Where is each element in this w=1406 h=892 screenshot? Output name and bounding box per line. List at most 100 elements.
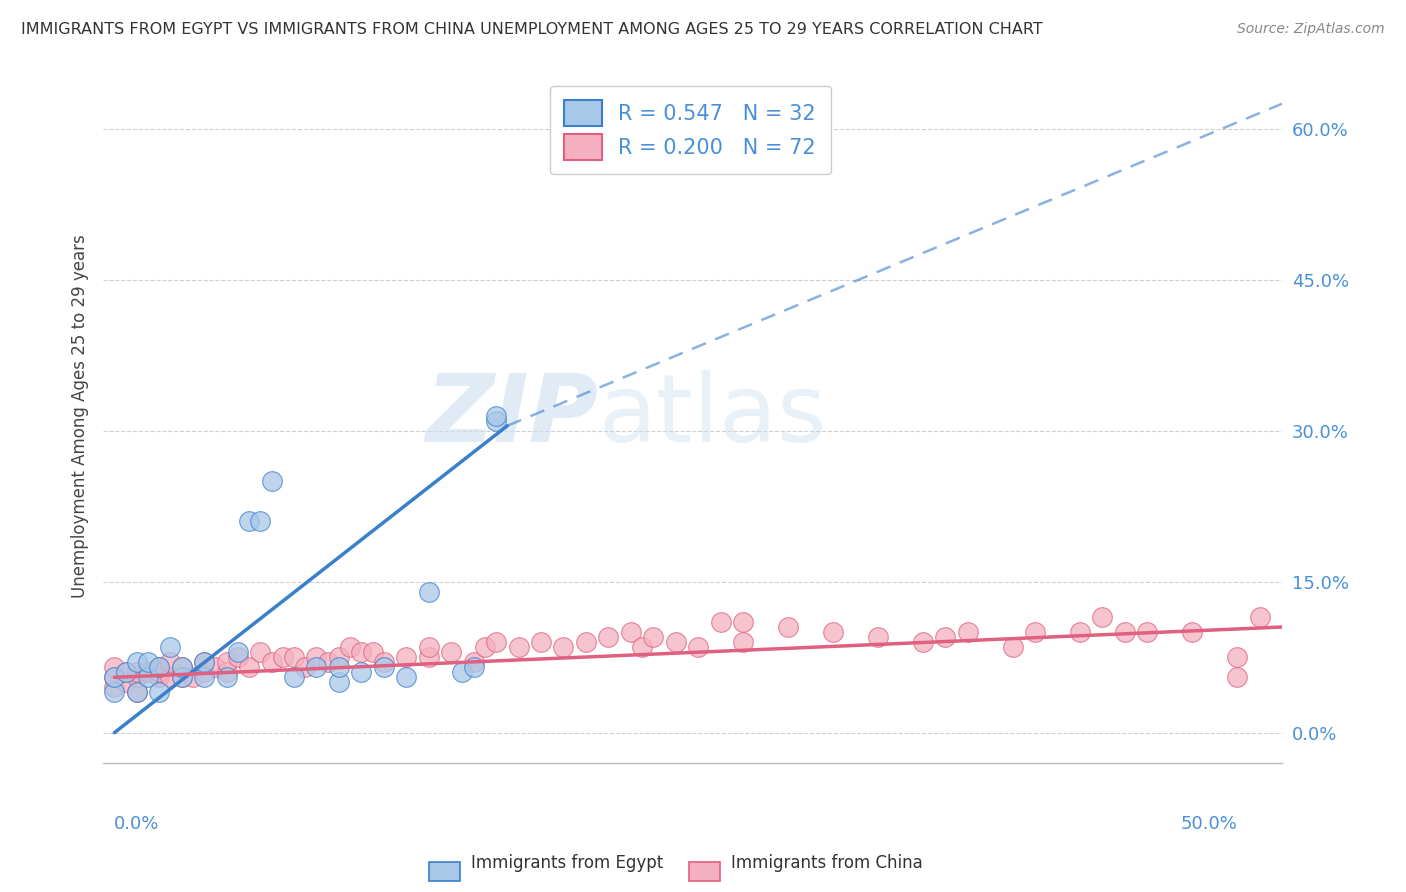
Point — [395, 650, 418, 665]
Point — [125, 670, 148, 684]
Point — [451, 665, 474, 680]
Point — [350, 645, 373, 659]
Point — [733, 635, 755, 649]
Point — [238, 660, 260, 674]
Point — [226, 645, 249, 659]
Point — [598, 132, 620, 146]
Text: IMMIGRANTS FROM EGYPT VS IMMIGRANTS FROM CHINA UNEMPLOYMENT AMONG AGES 25 TO 29 : IMMIGRANTS FROM EGYPT VS IMMIGRANTS FROM… — [21, 22, 1043, 37]
Point — [136, 670, 159, 684]
Point — [463, 655, 485, 669]
Point — [339, 640, 361, 655]
Point — [373, 660, 395, 674]
Point — [776, 620, 799, 634]
Point — [631, 640, 654, 655]
Point — [821, 625, 844, 640]
Point — [283, 670, 305, 684]
Point — [643, 630, 665, 644]
Text: 50.0%: 50.0% — [1180, 815, 1237, 833]
Point — [125, 685, 148, 699]
Point — [1001, 640, 1024, 655]
Point — [260, 474, 283, 488]
Text: Immigrants from Egypt: Immigrants from Egypt — [471, 855, 664, 872]
Point — [418, 640, 440, 655]
Point — [1136, 625, 1159, 640]
Point — [733, 615, 755, 629]
Point — [249, 645, 271, 659]
Legend: R = 0.547   N = 32, R = 0.200   N = 72: R = 0.547 N = 32, R = 0.200 N = 72 — [550, 86, 831, 174]
Point — [1181, 625, 1204, 640]
Point — [170, 670, 193, 684]
Point — [1226, 650, 1249, 665]
Text: 0.0%: 0.0% — [114, 815, 160, 833]
Point — [193, 655, 215, 669]
Point — [148, 665, 170, 680]
Point — [361, 645, 384, 659]
Point — [553, 640, 575, 655]
Point — [710, 615, 733, 629]
Text: atlas: atlas — [598, 369, 827, 462]
Point — [170, 660, 193, 674]
Point — [305, 650, 328, 665]
Point — [271, 650, 294, 665]
Point — [485, 409, 508, 423]
Point — [215, 670, 238, 684]
Point — [249, 514, 271, 528]
Point — [114, 675, 136, 690]
Point — [148, 660, 170, 674]
Point — [215, 665, 238, 680]
Point — [485, 414, 508, 428]
Point — [136, 655, 159, 669]
Point — [485, 635, 508, 649]
Point — [1069, 625, 1091, 640]
Point — [530, 635, 553, 649]
Point — [440, 645, 463, 659]
Point — [1091, 610, 1114, 624]
Point — [226, 650, 249, 665]
Point — [148, 685, 170, 699]
Point — [350, 665, 373, 680]
Text: ZIP: ZIP — [426, 369, 598, 462]
Point — [193, 670, 215, 684]
Point — [866, 630, 889, 644]
Point — [159, 670, 181, 684]
Point — [125, 665, 148, 680]
Point — [125, 685, 148, 699]
Point — [148, 660, 170, 674]
Point — [665, 635, 688, 649]
Point — [328, 660, 350, 674]
Point — [103, 670, 125, 684]
Point — [328, 650, 350, 665]
Point — [418, 650, 440, 665]
Point — [103, 685, 125, 699]
Point — [508, 640, 530, 655]
Point — [103, 660, 125, 674]
Point — [283, 650, 305, 665]
Point — [238, 514, 260, 528]
Point — [575, 635, 598, 649]
Point — [103, 670, 125, 684]
Point — [260, 655, 283, 669]
Point — [1249, 610, 1271, 624]
Point — [114, 665, 136, 680]
Point — [114, 665, 136, 680]
Point — [193, 655, 215, 669]
Point — [373, 655, 395, 669]
Point — [395, 670, 418, 684]
Y-axis label: Unemployment Among Ages 25 to 29 years: Unemployment Among Ages 25 to 29 years — [72, 234, 89, 598]
Point — [688, 640, 710, 655]
Point — [328, 675, 350, 690]
Point — [103, 681, 125, 695]
Point — [305, 660, 328, 674]
Point — [934, 630, 956, 644]
Point — [463, 660, 485, 674]
Point — [170, 660, 193, 674]
Point — [474, 640, 496, 655]
Point — [598, 630, 620, 644]
Point — [956, 625, 979, 640]
Point — [159, 640, 181, 655]
Point — [316, 655, 339, 669]
Text: Immigrants from China: Immigrants from China — [731, 855, 922, 872]
Text: Source: ZipAtlas.com: Source: ZipAtlas.com — [1237, 22, 1385, 37]
Point — [181, 670, 204, 684]
Point — [215, 655, 238, 669]
